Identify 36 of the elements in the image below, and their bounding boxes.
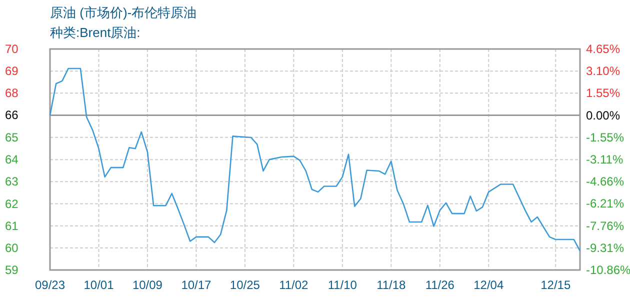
y-tick-label: 68 <box>5 86 19 100</box>
x-tick-label: 10/01 <box>84 278 114 292</box>
y-tick-label: 64 <box>5 152 19 167</box>
y2-tick-label: 0.00% <box>586 108 620 122</box>
x-tick-label: 11/02 <box>279 278 309 292</box>
y-tick-label: 61 <box>5 218 19 233</box>
x-tick-label: 09/23 <box>34 278 66 292</box>
x-tick-label: 12/15 <box>540 278 571 292</box>
x-tick-label: 10/17 <box>181 278 212 292</box>
y-tick-label: 66 <box>5 108 19 122</box>
y-tick-label: 62 <box>5 196 19 211</box>
y2-tick-label: -3.11% <box>586 152 624 167</box>
chart-title: 原油 (市场价)-布伦特原油 <box>50 5 197 20</box>
x-tick-label: 11/26 <box>425 278 455 292</box>
y-tick-label: 59 <box>5 263 19 277</box>
x-tick-label: 10/09 <box>132 278 163 292</box>
y2-tick-label: -1.55% <box>586 130 624 144</box>
y2-tick-label: -4.66% <box>586 174 624 189</box>
x-tick-label: 12/04 <box>474 278 504 292</box>
x-tick-label: 11/10 <box>328 278 358 292</box>
line-series <box>49 68 581 252</box>
y2-tick-label: -6.21% <box>586 196 624 211</box>
y-tick-label: 60 <box>5 240 19 255</box>
y2-tick-label: 4.65% <box>586 42 620 56</box>
x-tick-label: 11/18 <box>376 278 406 292</box>
y2-tick-label: -9.31% <box>586 240 624 255</box>
y-tick-label: 65 <box>5 130 19 144</box>
y2-tick-label: -10.86% <box>586 263 630 277</box>
chart-subtitle: 种类:Brent原油: <box>50 25 140 40</box>
y-tick-label: 70 <box>5 42 19 56</box>
y2-tick-label: -7.76% <box>586 218 624 233</box>
y2-tick-label: 1.55% <box>586 86 620 100</box>
y2-tick-label: 3.10% <box>586 64 620 78</box>
y-tick-label: 69 <box>5 64 19 78</box>
y-tick-label: 63 <box>5 174 19 189</box>
x-tick-label: 10/25 <box>230 278 260 292</box>
